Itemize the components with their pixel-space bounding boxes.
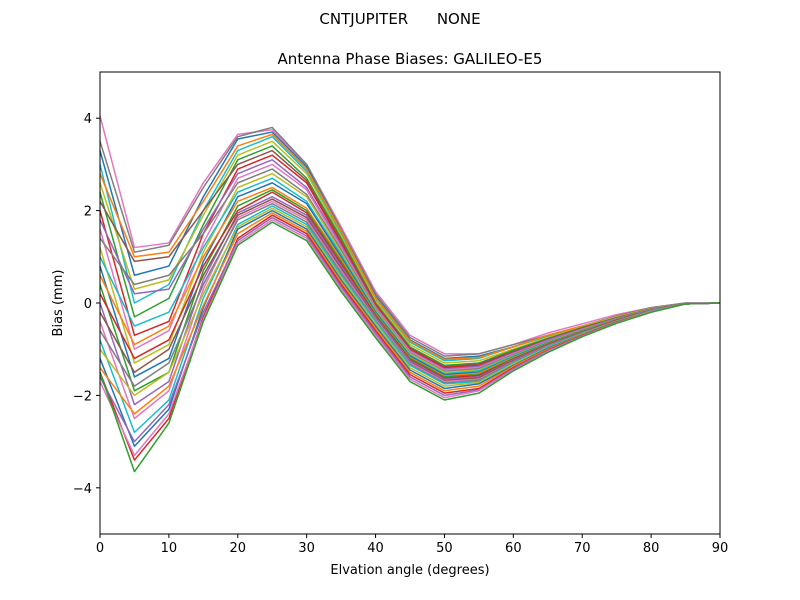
x-tick-label: 80 xyxy=(643,541,660,556)
x-tick-label: 70 xyxy=(574,541,591,556)
y-tick-label: −4 xyxy=(73,482,92,497)
chart-suptitle: CNTJUPITER NONE xyxy=(319,10,480,28)
x-tick-label: 10 xyxy=(161,541,178,556)
series-line-30 xyxy=(99,221,721,473)
series-line-6 xyxy=(99,140,721,364)
x-tick-label: 40 xyxy=(367,541,384,556)
x-tick-label: 30 xyxy=(298,541,315,556)
x-tick-label: 20 xyxy=(230,541,247,556)
y-axis-label: Bias (mm) xyxy=(51,270,66,337)
series-line-1 xyxy=(99,115,720,355)
chart-title: Antenna Phase Biases: GALILEO-E5 xyxy=(278,50,543,68)
x-tick-label: 60 xyxy=(505,541,522,556)
x-axis: 0 10 20 30 40 50 60 70 80 90 xyxy=(96,534,728,556)
x-tick-label: 90 xyxy=(712,541,729,556)
series-line-7 xyxy=(99,145,721,367)
series-layer xyxy=(99,115,721,473)
y-tick-label: 0 xyxy=(84,297,92,312)
y-tick-label: −2 xyxy=(73,389,92,404)
y-tick-label: 2 xyxy=(84,205,92,220)
x-tick-label: 0 xyxy=(96,541,104,556)
y-tick-label: 4 xyxy=(84,112,92,127)
x-tick-label: 50 xyxy=(436,541,453,556)
x-axis-label: Elvation angle (degrees) xyxy=(330,563,489,578)
series-line-2 xyxy=(99,126,720,357)
y-axis: −4 −2 0 2 4 xyxy=(73,112,100,497)
